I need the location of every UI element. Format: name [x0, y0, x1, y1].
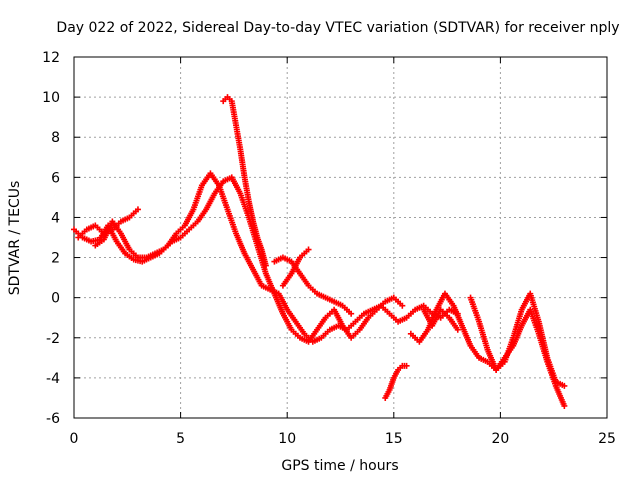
y-tick-label: -4: [46, 371, 60, 387]
y-tick-label: 6: [51, 170, 60, 186]
series-I: [420, 306, 461, 333]
data-point: [399, 302, 406, 309]
grid: [74, 57, 607, 418]
y-tick-label: 2: [51, 251, 60, 267]
y-tick-label: 12: [42, 50, 60, 66]
data-point: [403, 362, 410, 369]
y-tick-label: 10: [42, 90, 60, 106]
axis-ticks: 0 5 10 15 20 25 -6 -4 -2 0 2 4 6 8 10 12: [42, 50, 616, 447]
data-point: [561, 382, 568, 389]
x-axis-title: GPS time / hours: [281, 458, 398, 474]
y-axis-title: SDTVAR / TECUs: [7, 181, 23, 296]
y-tick-label: 0: [51, 291, 60, 307]
series-D: [220, 94, 269, 269]
data-point: [262, 262, 269, 269]
series-B: [75, 206, 141, 241]
y-tick-label: 8: [51, 130, 60, 146]
plot-frame: [73, 56, 608, 419]
chart-title: Day 022 of 2022, Sidereal Day-to-day VTE…: [56, 20, 619, 36]
y-tick-label: -2: [46, 331, 60, 347]
x-tick-label: 0: [70, 431, 79, 447]
data-point: [561, 402, 568, 409]
series-G: [382, 362, 410, 401]
x-tick-label: 15: [385, 431, 403, 447]
x-tick-label: 10: [278, 431, 296, 447]
data-point: [348, 310, 355, 317]
series-J: [467, 290, 568, 389]
y-tick-label: -6: [46, 411, 60, 427]
series-F: [279, 246, 312, 289]
series-C: [92, 174, 406, 345]
data-point: [305, 246, 312, 253]
data-series: [71, 94, 568, 409]
x-tick-label: 25: [598, 431, 616, 447]
x-tick-label: 5: [176, 431, 185, 447]
x-tick-label: 20: [491, 431, 509, 447]
y-tick-label: 4: [51, 210, 60, 226]
series-E: [271, 254, 355, 317]
data-point: [454, 326, 461, 333]
data-point: [134, 206, 141, 213]
